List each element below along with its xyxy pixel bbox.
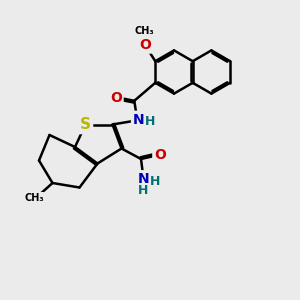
Text: N: N xyxy=(133,113,145,127)
Text: CH₃: CH₃ xyxy=(24,193,44,203)
Text: N: N xyxy=(138,172,149,186)
Text: H: H xyxy=(145,115,155,128)
Text: H: H xyxy=(138,184,148,197)
Text: CH₃: CH₃ xyxy=(135,26,154,36)
Text: H: H xyxy=(150,175,160,188)
Text: O: O xyxy=(154,148,166,162)
Text: O: O xyxy=(139,38,151,52)
Text: O: O xyxy=(145,29,146,30)
Text: O: O xyxy=(144,31,145,32)
Text: S: S xyxy=(80,117,91,132)
Text: O: O xyxy=(110,91,122,105)
